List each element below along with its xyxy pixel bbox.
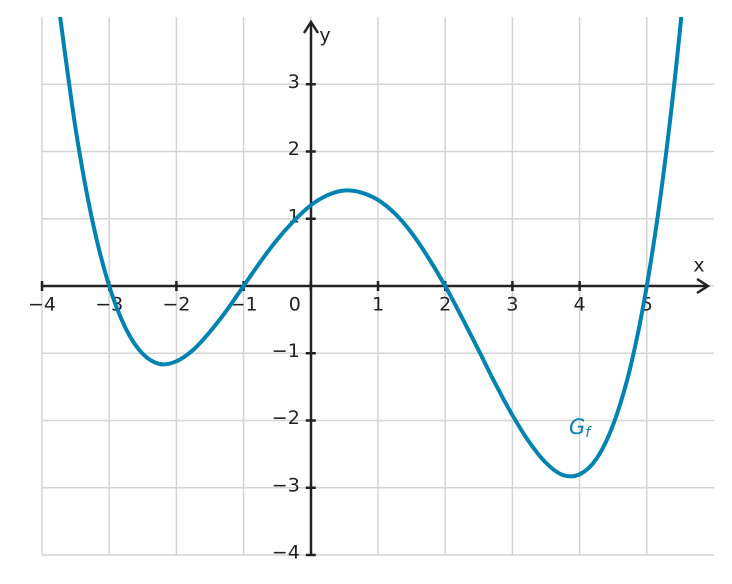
x-tick-label: 3: [506, 294, 518, 316]
x-axis-label: x: [693, 255, 704, 277]
curve-subscript: f: [585, 425, 592, 441]
curve-name: G: [569, 415, 585, 439]
y-tick-label: −2: [272, 407, 300, 429]
plot-area: [58, 17, 684, 479]
x-tick-label: 4: [574, 294, 586, 316]
x-tick-label: −4: [28, 294, 56, 316]
x-tick-label: 2: [439, 294, 451, 316]
y-tick-label: 2: [288, 138, 300, 160]
y-tick-label: −1: [272, 340, 300, 362]
y-tick-label: −4: [272, 542, 300, 564]
y-tick-label: −3: [272, 474, 300, 496]
x-tick-label: −2: [162, 294, 190, 316]
x-tick-label: 1: [372, 294, 384, 316]
curve: [58, 17, 684, 479]
y-tick-label: 3: [288, 71, 300, 93]
x-tick-label: 0: [289, 294, 301, 316]
x-arrow: [696, 277, 711, 295]
y-arrow: [302, 19, 320, 34]
curve-label: Gf: [569, 415, 592, 441]
y-axis-label: y: [319, 25, 330, 47]
